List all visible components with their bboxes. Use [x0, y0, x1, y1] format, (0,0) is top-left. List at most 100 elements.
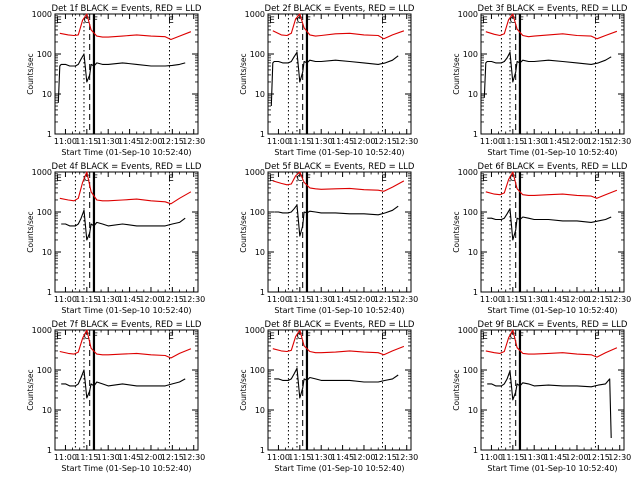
y-tick-label: 100: [37, 366, 52, 375]
x-tick-label: 12:00: [352, 137, 375, 146]
phase-marker-label: E: [269, 174, 275, 184]
x-tick-label: 12:00: [565, 295, 588, 304]
panel-det-3f: Det 3f BLACK = Events, RED = LLD 1 10 100 10…: [452, 4, 631, 157]
x-tick-label: 12:00: [139, 137, 162, 146]
panel-title: Det 9f BLACK = Events, RED = LLD: [478, 320, 628, 330]
phase-marker-label: F: [519, 332, 524, 342]
x-tick-label: 11:45: [118, 453, 141, 462]
panel-det-8f: Det 8f BLACK = Events, RED = LLD 1 10 100 10…: [239, 320, 418, 473]
y-tick-label: 100: [37, 208, 52, 217]
panel-title: Det 8f BLACK = Events, RED = LLD: [265, 320, 415, 330]
plot-frame: [267, 13, 412, 135]
x-tick-label: 12:00: [565, 137, 588, 146]
x-tick-label: 12:30: [182, 137, 205, 146]
y-tick-label: 1000: [458, 326, 478, 335]
x-tick-label: 11:30: [97, 295, 120, 304]
y-tick-label: 1000: [458, 168, 478, 177]
series-black-line: [270, 51, 399, 107]
x-tick-label: 12:15: [374, 453, 397, 462]
y-tick-label: 10: [468, 90, 478, 99]
y-axis-label: Counts/sec: [239, 211, 248, 252]
x-tick-label: 11:45: [331, 295, 354, 304]
x-tick-label: 11:15: [501, 295, 524, 304]
x-tick-label: 12:00: [139, 453, 162, 462]
phase-marker-label: E: [381, 174, 387, 184]
phase-marker-label: E: [269, 16, 275, 26]
panel-title: Det 7f BLACK = Events, RED = LLD: [52, 320, 202, 330]
phase-marker-label: F: [93, 16, 98, 26]
x-tick-label: 11:15: [75, 453, 98, 462]
phase-marker-label: C: [297, 16, 303, 26]
x-tick-label: 11:45: [544, 295, 567, 304]
x-axis-label: Start Time (01-Sep-10 10:52:40): [487, 306, 617, 315]
x-tick-label: 11:30: [310, 453, 333, 462]
phase-marker-label: E: [594, 16, 600, 26]
y-tick-label: 100: [463, 366, 478, 375]
x-tick-label: 11:15: [501, 137, 524, 146]
x-tick-label: 12:15: [587, 453, 610, 462]
x-tick-label: 12:30: [182, 453, 205, 462]
x-tick-label: 11:30: [523, 453, 546, 462]
panel-title: Det 6f BLACK = Events, RED = LLD: [478, 162, 628, 172]
series-black-line: [61, 369, 186, 399]
x-tick-label: 11:00: [267, 295, 290, 304]
x-tick-label: 12:30: [608, 453, 631, 462]
x-tick-label: 11:30: [523, 137, 546, 146]
phase-marker-label: C: [510, 16, 516, 26]
phase-marker-label: E: [269, 332, 275, 342]
x-tick-label: 12:15: [374, 137, 397, 146]
y-tick-label: 10: [42, 248, 52, 257]
series-red-line: [59, 13, 192, 41]
y-tick-label: 1: [260, 130, 265, 139]
x-tick-label: 11:00: [480, 295, 503, 304]
y-tick-label: 1: [260, 446, 265, 455]
x-tick-label: 11:15: [288, 137, 311, 146]
plot-frame: [54, 329, 199, 451]
x-tick-label: 11:45: [331, 453, 354, 462]
phase-marker-label: E: [168, 174, 174, 184]
phase-marker-label: C: [84, 332, 90, 342]
y-tick-label: 10: [255, 248, 265, 257]
y-tick-label: 1000: [245, 168, 265, 177]
y-tick-label: 1000: [458, 10, 478, 19]
y-tick-label: 1: [47, 130, 52, 139]
y-tick-label: 1: [473, 446, 478, 455]
series-black-line: [61, 209, 186, 241]
y-tick-label: 1: [260, 288, 265, 297]
phase-marker-label: C: [297, 174, 303, 184]
y-tick-label: 10: [255, 406, 265, 415]
phase-marker-label: C: [510, 332, 516, 342]
y-tick-label: 1: [47, 446, 52, 455]
plot-frame: [480, 171, 625, 293]
x-tick-label: 11:30: [310, 137, 333, 146]
y-tick-label: 1000: [245, 326, 265, 335]
x-tick-label: 11:30: [97, 453, 120, 462]
series-red-line: [272, 171, 405, 192]
panel-det-2f: Det 2f BLACK = Events, RED = LLD 1 10 100 10…: [239, 4, 418, 157]
y-axis-label: Counts/sec: [26, 369, 35, 410]
x-axis-label: Start Time (01-Sep-10 10:52:40): [61, 464, 191, 473]
y-tick-label: 10: [468, 406, 478, 415]
plot-frame: [54, 13, 199, 135]
y-tick-label: 100: [250, 366, 265, 375]
x-axis-label: Start Time (01-Sep-10 10:52:40): [61, 306, 191, 315]
y-tick-label: 100: [250, 208, 265, 217]
x-axis-label: Start Time (01-Sep-10 10:52:40): [61, 148, 191, 157]
phase-marker-label: F: [306, 332, 311, 342]
x-tick-label: 12:15: [161, 137, 184, 146]
x-tick-label: 11:45: [118, 295, 141, 304]
phase-marker-label: E: [56, 16, 62, 26]
panel-title: Det 4f BLACK = Events, RED = LLD: [52, 162, 202, 172]
y-tick-label: 1000: [245, 10, 265, 19]
x-tick-label: 11:00: [267, 453, 290, 462]
panel-det-5f: Det 5f BLACK = Events, RED = LLD 1 10 100 10…: [239, 162, 418, 315]
y-tick-label: 1000: [32, 168, 52, 177]
series-black-line: [274, 204, 399, 237]
y-tick-label: 1: [473, 288, 478, 297]
phase-marker-label: F: [93, 174, 98, 184]
series-red-line: [272, 329, 405, 356]
series-black-line: [487, 208, 612, 241]
y-axis-label: Counts/sec: [26, 53, 35, 94]
phase-marker-label: F: [93, 332, 98, 342]
